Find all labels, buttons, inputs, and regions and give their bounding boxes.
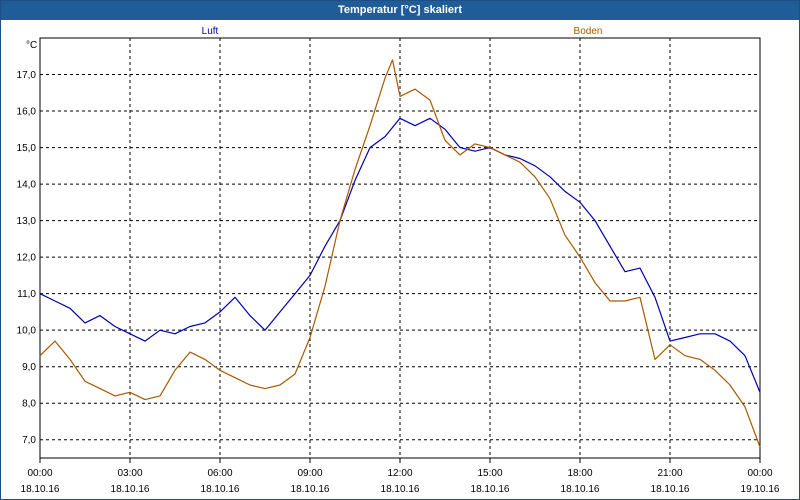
x-tick-date-label: 18.10.16 xyxy=(561,484,600,495)
x-tick-date-label: 18.10.16 xyxy=(111,484,150,495)
y-tick-label: 11,0 xyxy=(17,289,36,300)
x-tick-time-label: 06:00 xyxy=(207,468,232,479)
y-tick-label: 8,0 xyxy=(22,399,36,410)
axis-labels: °C 7,0 8,0 9,0 10,0 11,0 12,0 13,0 14,0 15,0 16,0… xyxy=(17,26,780,495)
x-tick-date-label: 18.10.16 xyxy=(291,484,330,495)
series-line-boden xyxy=(39,59,761,448)
y-tick-label: 9,0 xyxy=(22,362,36,373)
x-tick-date-label: 19.10.16 xyxy=(741,484,780,495)
series-lines xyxy=(39,59,761,448)
plot-area xyxy=(39,37,761,459)
x-tick-date-label: 18.10.16 xyxy=(21,484,60,495)
x-tick-time-label: 09:00 xyxy=(297,468,322,479)
y-tick-label: 12,0 xyxy=(17,253,37,264)
legend-entry-luft: Luft xyxy=(202,26,219,37)
x-tick-date-label: 18.10.16 xyxy=(471,484,510,495)
y-tick-label: 15,0 xyxy=(17,143,37,154)
grid-lines xyxy=(39,38,761,463)
x-tick-date-label: 18.10.16 xyxy=(381,484,420,495)
x-tick-time-label: 00:00 xyxy=(747,468,772,479)
x-tick-time-label: 21:00 xyxy=(657,468,682,479)
x-tick-time-label: 00:00 xyxy=(27,468,52,479)
y-tick-label: 10,0 xyxy=(17,326,37,337)
x-tick-date-label: 18.10.16 xyxy=(651,484,690,495)
x-tick-time-label: 18:00 xyxy=(567,468,592,479)
series-line-luft xyxy=(39,117,761,393)
y-tick-label: 7,0 xyxy=(22,435,36,446)
legend-entry-boden: Boden xyxy=(574,26,603,37)
x-tick-date-label: 18.10.16 xyxy=(201,484,240,495)
window-title: Temperatur [°C] skaliert xyxy=(1,1,799,20)
y-tick-label: 16,0 xyxy=(17,107,37,118)
y-tick-label: 13,0 xyxy=(17,216,37,227)
x-tick-time-label: 15:00 xyxy=(477,468,502,479)
x-tick-time-label: 03:00 xyxy=(117,468,142,479)
x-tick-time-label: 12:00 xyxy=(387,468,412,479)
y-tick-label: 14,0 xyxy=(17,180,37,191)
y-axis-unit-label: °C xyxy=(26,40,37,51)
y-tick-label: 17,0 xyxy=(17,70,37,81)
